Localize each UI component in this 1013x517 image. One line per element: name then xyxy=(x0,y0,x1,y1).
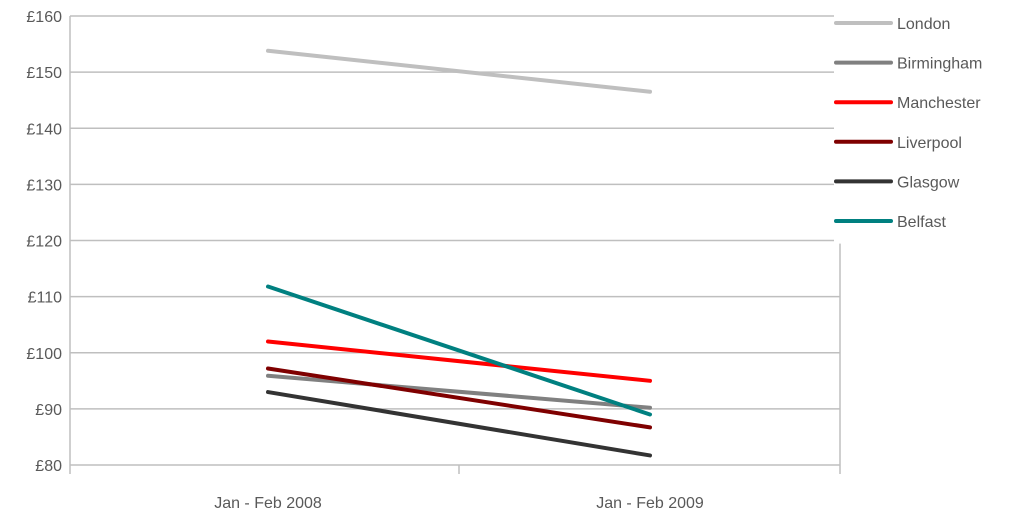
y-tick-label: £140 xyxy=(26,121,62,138)
x-tick-label: Jan - Feb 2009 xyxy=(596,495,704,512)
y-tick-label: £80 xyxy=(35,458,62,475)
y-axis-tick-labels: £80 £90 £100 £110 £120 £130 £140 £150 £160 xyxy=(26,9,62,475)
legend-label: Birmingham xyxy=(897,56,982,73)
y-tick-label: £90 xyxy=(35,402,62,419)
series-lines xyxy=(266,48,652,458)
x-tick-label: Jan - Feb 2008 xyxy=(214,495,322,512)
series-line-liverpool xyxy=(266,366,652,430)
legend: London Birmingham Manchester Liverpool Glasg… xyxy=(834,6,1013,244)
y-tick-label: £160 xyxy=(26,9,62,26)
legend-label: London xyxy=(897,16,950,33)
legend-label: Belfast xyxy=(897,214,946,231)
legend-label: Manchester xyxy=(897,95,981,112)
axes xyxy=(69,16,841,474)
series-line-glasgow xyxy=(266,390,652,458)
y-tick-label: £150 xyxy=(26,65,62,82)
series-line-birmingham xyxy=(266,373,652,410)
series-line-london xyxy=(266,48,652,94)
y-tick-label: £120 xyxy=(26,234,62,251)
legend-background xyxy=(834,6,1013,244)
legend-label: Liverpool xyxy=(897,135,962,152)
gridlines xyxy=(70,15,840,466)
y-tick-label: £100 xyxy=(26,346,62,363)
series-line-belfast xyxy=(266,284,652,417)
x-axis-tick-labels: Jan - Feb 2008 Jan - Feb 2009 xyxy=(214,495,704,512)
y-tick-label: £130 xyxy=(26,177,62,194)
legend-label: Glasgow xyxy=(897,174,960,191)
y-tick-label: £110 xyxy=(28,290,63,307)
series-line-manchester xyxy=(266,339,652,383)
